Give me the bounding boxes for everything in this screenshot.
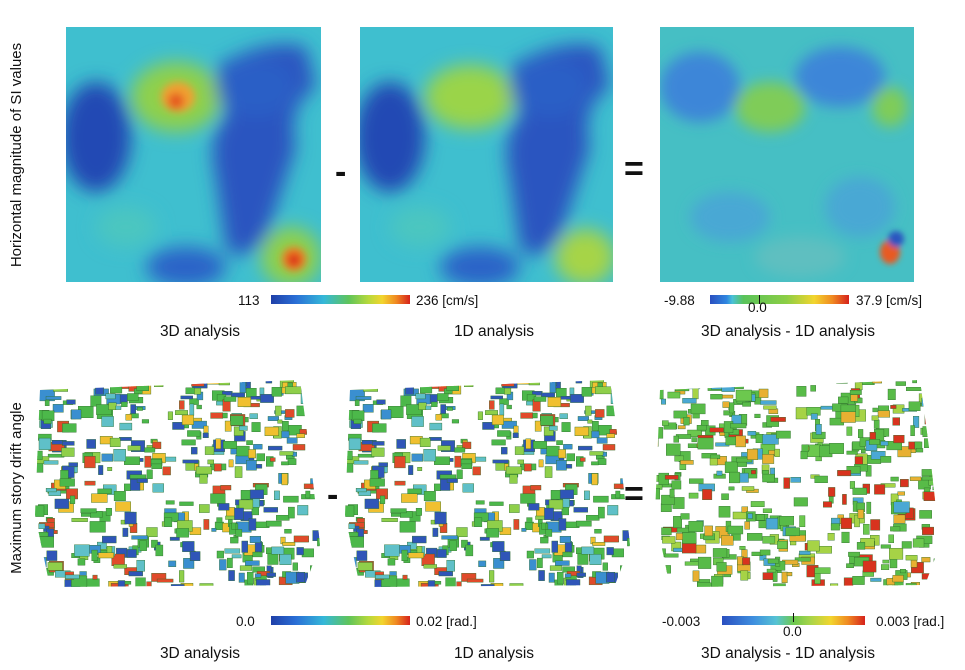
equals-operator-row1: =: [624, 150, 644, 188]
row2-left-colorbar-min: 0.0: [236, 614, 255, 629]
row2-left-colorbar: [271, 616, 410, 625]
row1-right-colorbar-zero: 0.0: [748, 300, 767, 315]
row2-caption-3d: 3D analysis: [159, 645, 241, 662]
row2-right-colorbar-min: -0.003: [662, 614, 701, 629]
minus-operator-row1: -: [335, 153, 347, 191]
row1-left-colorbar-max: 236 [cm/s]: [416, 293, 479, 308]
drift-map-1d: [340, 375, 640, 590]
drift-map-3d: [30, 375, 330, 590]
row2-right-colorbar-max: 0.003 [rad.]: [876, 614, 945, 629]
row2-ylabel: Maximum story drift angle: [8, 402, 25, 574]
row2-right-colorbar-zero: 0.0: [783, 624, 802, 639]
si-heatmap-difference: [660, 27, 914, 282]
row1-zero-tick: [759, 295, 760, 304]
row1-ylabel: Horizontal magnitude of SI values: [8, 42, 25, 268]
row1-left-colorbar-min: 113: [238, 293, 260, 308]
si-heatmap-3d: [66, 27, 321, 282]
row1-left-colorbar: [271, 295, 410, 304]
minus-operator-row2: -: [327, 476, 339, 514]
row2-zero-tick: [793, 613, 794, 622]
row1-right-colorbar: [710, 295, 849, 304]
row2-caption-1d: 1D analysis: [453, 645, 535, 662]
row1-right-colorbar-max: 37.9 [cm/s]: [856, 293, 923, 308]
row1-caption-3d: 3D analysis: [159, 323, 241, 340]
drift-map-difference: [650, 375, 950, 590]
row1-right-colorbar-min: -9.88: [664, 293, 695, 308]
row1-caption-difference: 3D analysis - 1D analysis: [700, 323, 875, 340]
row2-left-colorbar-max: 0.02 [rad.]: [416, 614, 477, 629]
equals-operator-row2: =: [624, 475, 644, 513]
row1-caption-1d: 1D analysis: [453, 323, 535, 340]
si-heatmap-1d: [360, 27, 613, 282]
row2-caption-difference: 3D analysis - 1D analysis: [700, 645, 875, 662]
